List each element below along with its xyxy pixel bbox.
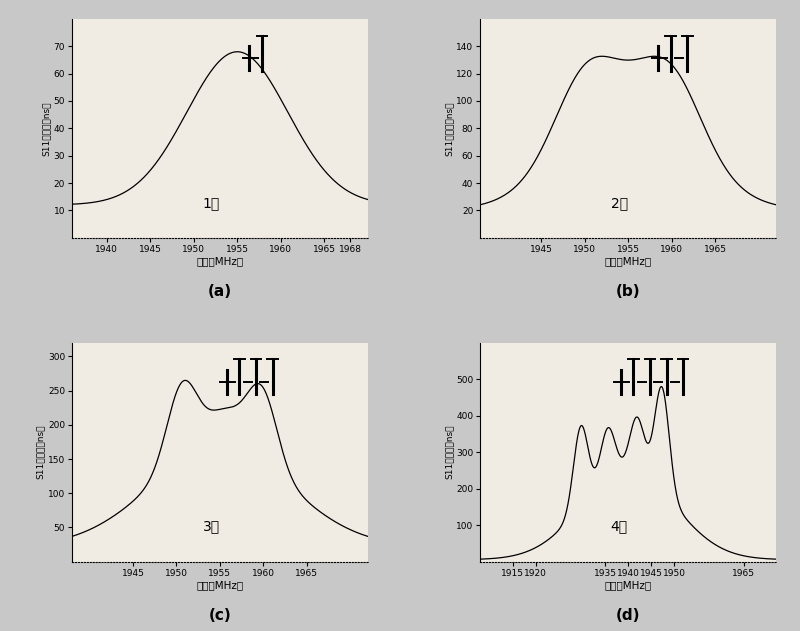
Text: 2阶: 2阶 — [610, 196, 628, 209]
X-axis label: 频率（MHz）: 频率（MHz） — [196, 256, 243, 266]
X-axis label: 频率（MHz）: 频率（MHz） — [605, 256, 652, 266]
X-axis label: 频率（MHz）: 频率（MHz） — [196, 581, 243, 591]
Text: (d): (d) — [616, 608, 640, 623]
Y-axis label: S11群时延（ns）: S11群时延（ns） — [42, 101, 50, 156]
Text: (a): (a) — [208, 284, 232, 298]
X-axis label: 频率（MHz）: 频率（MHz） — [605, 581, 652, 591]
Y-axis label: S11群时延（ns）: S11群时延（ns） — [36, 425, 45, 480]
Text: 4阶: 4阶 — [610, 519, 628, 534]
Text: 1阶: 1阶 — [202, 196, 220, 209]
Text: (c): (c) — [209, 608, 231, 623]
Y-axis label: S11群时延（ns）: S11群时延（ns） — [444, 101, 454, 156]
Y-axis label: S11群时延（ns）: S11群时延（ns） — [444, 425, 454, 480]
Text: 3阶: 3阶 — [202, 519, 219, 534]
Text: (b): (b) — [616, 284, 641, 298]
